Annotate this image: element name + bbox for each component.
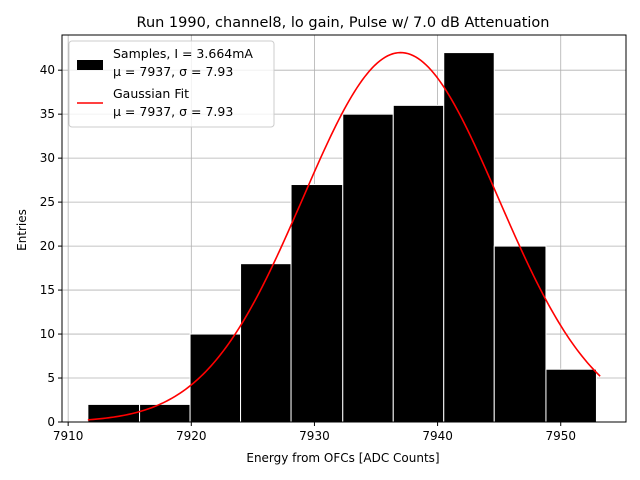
y-tick-label: 15 (40, 283, 55, 297)
legend-box (68, 40, 275, 128)
histogram-bar-10 (545, 368, 597, 423)
chart-title: Run 1990, channel8, lo gain, Pulse w/ 7.… (137, 15, 550, 31)
histogram-bar-8 (443, 52, 495, 423)
x-tick-label: 7930 (299, 429, 330, 443)
histogram-bar-5 (290, 184, 344, 423)
y-tick-label: 25 (40, 195, 55, 209)
y-axis-label: Entries (15, 209, 29, 251)
legend-samples-swatch (77, 60, 103, 70)
legend-fit-label: Gaussian Fit (113, 86, 189, 101)
histogram-bar-2 (139, 403, 191, 423)
plot-frame (61, 34, 627, 423)
histogram-bars (87, 52, 597, 423)
x-axis-label: Energy from OFCs [ADC Counts] (246, 451, 439, 465)
legend-samples-label: Samples, I = 3.664mA (113, 46, 253, 61)
histogram-bar-6 (342, 113, 394, 423)
x-axis-ticks: 7910 7920 7930 7940 7950 (53, 422, 576, 443)
x-tick-label: 7910 (53, 429, 84, 443)
histogram-bar-9 (493, 245, 547, 423)
y-tick-label: 30 (40, 151, 55, 165)
y-tick-label: 10 (40, 327, 55, 341)
y-tick-label: 20 (40, 239, 55, 253)
legend: Samples, I = 3.664mA μ = 7937, σ = 7.93 … (68, 40, 275, 128)
y-tick-label: 5 (47, 371, 55, 385)
y-tick-label: 40 (40, 63, 55, 77)
y-tick-label: 35 (40, 107, 55, 121)
x-tick-label: 7920 (176, 429, 207, 443)
histogram-bar-3 (189, 333, 242, 423)
y-tick-label: 0 (47, 415, 55, 429)
x-tick-label: 7950 (545, 429, 576, 443)
gaussian-fit-line (87, 51, 601, 421)
x-tick-label: 7940 (422, 429, 453, 443)
histogram-bar-4 (240, 263, 292, 423)
gaussian-fit (87, 51, 601, 421)
y-axis-ticks: 0 5 10 15 20 25 30 35 40 (40, 63, 62, 429)
histogram-bar-7 (392, 104, 445, 423)
legend-fit-stats: μ = 7937, σ = 7.93 (113, 104, 233, 119)
legend-samples-stats: μ = 7937, σ = 7.93 (113, 64, 233, 79)
